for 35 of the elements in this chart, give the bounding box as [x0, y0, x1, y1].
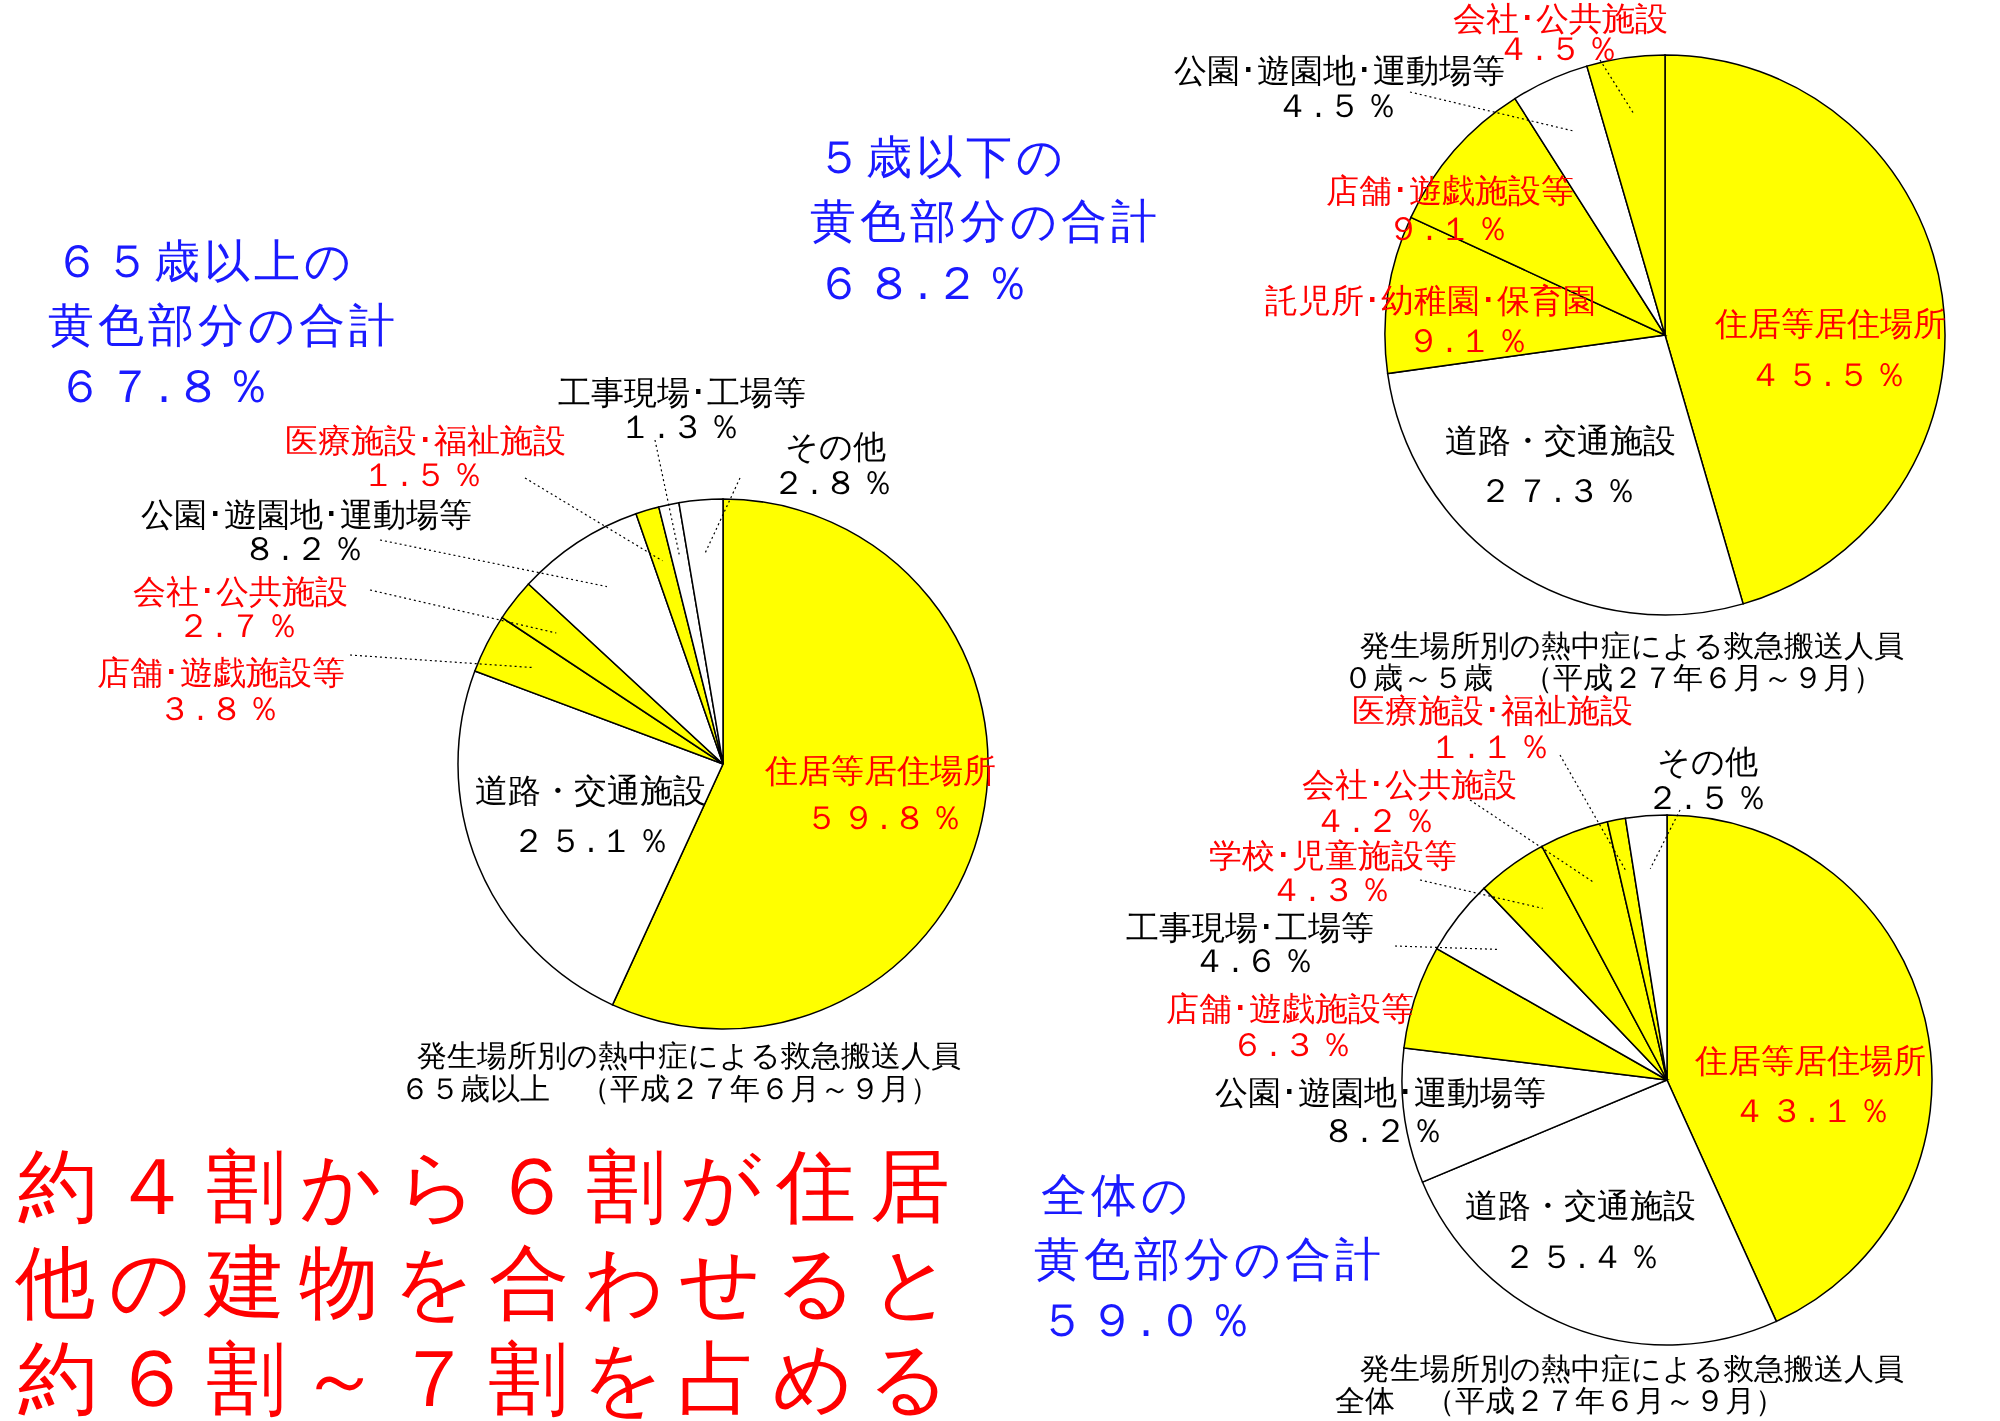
- text: 全体の: [1040, 1168, 1192, 1222]
- text: ６８.２％: [815, 256, 1035, 310]
- data-label: ８.２％: [1322, 1110, 1448, 1150]
- data-label: ４.５％: [1276, 85, 1402, 125]
- text: 発生場所別の熱中症による救急搬送人員: [1360, 1350, 1904, 1386]
- data-label: ４５.５％: [1748, 354, 1912, 394]
- slice-label: その他: [784, 426, 886, 466]
- data-label: ２５.１％: [511, 820, 675, 860]
- text: ５９.０％: [1038, 1293, 1258, 1347]
- text: 約６割～７割を占める: [18, 1331, 964, 1421]
- text: 他の建物を合わせると: [15, 1235, 967, 1329]
- data-label: ２５.４％: [1502, 1236, 1666, 1276]
- text: 黄色部分の合計: [1033, 1232, 1385, 1286]
- slice-label: 道路・交通施設: [1444, 420, 1676, 460]
- slice-label: 公園･遊園地･運動場等: [1214, 1072, 1546, 1112]
- data-label: ２７.３％: [1478, 470, 1642, 510]
- data-label: ５９.８％: [804, 797, 968, 837]
- text: ６５歳以上の: [53, 234, 355, 288]
- data-label: １.１％: [1429, 726, 1555, 766]
- data-label: ９.１％: [1407, 320, 1533, 360]
- slice-label: その他: [1656, 741, 1758, 781]
- text: 黄色部分の合計: [809, 194, 1161, 248]
- text: ６５歳以上 （平成２７年６月～９月）: [400, 1070, 940, 1106]
- slice-label: 会社･公共施設: [1452, 0, 1668, 38]
- slice-label: 道路・交通施設: [1464, 1185, 1696, 1225]
- slice-label: 道路・交通施設: [474, 770, 706, 810]
- text: ６７.８％: [56, 359, 276, 413]
- slice-label: 住居等居住場所: [1693, 1040, 1926, 1080]
- slice-label: 公園･遊園地･運動場等: [140, 494, 472, 534]
- data-label: ４３.１％: [1732, 1090, 1896, 1130]
- text: 発生場所別の熱中症による救急搬送人員: [1360, 627, 1904, 663]
- text: 発生場所別の熱中症による救急搬送人員: [417, 1037, 961, 1073]
- text: 黄色部分の合計: [47, 298, 399, 352]
- text: ５歳以下の: [815, 130, 1067, 184]
- text: 約４割から６割が住居: [18, 1139, 964, 1233]
